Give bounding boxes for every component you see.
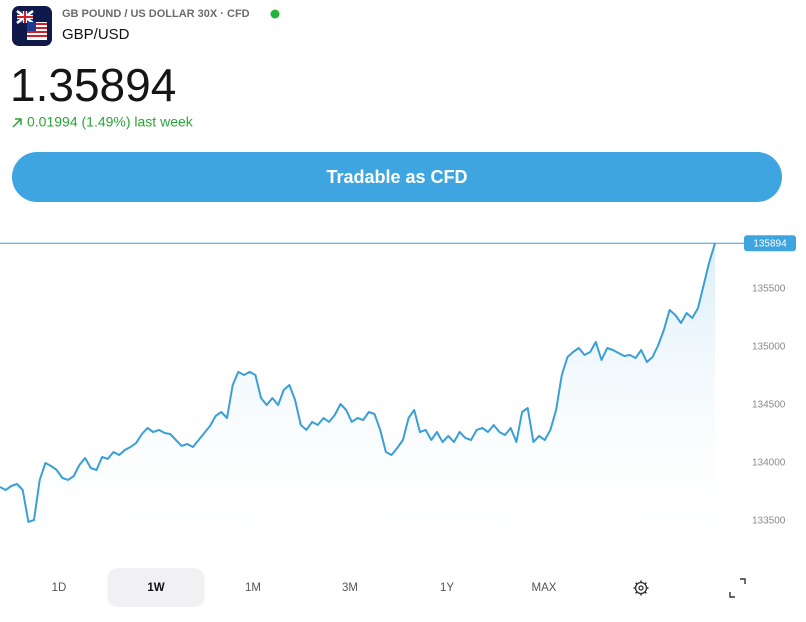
logo (12, 6, 52, 46)
range-tab[interactable]: 3M (342, 582, 358, 594)
settings-icon[interactable] (633, 580, 649, 596)
range-tab[interactable]: 1D (52, 582, 67, 594)
fullscreen-icon[interactable] (729, 578, 746, 598)
up-arrow (12, 118, 22, 128)
y-tick-label: 135500 (752, 284, 786, 295)
button-label[interactable]: Tradable as CFD (326, 167, 467, 187)
cfd-button[interactable]: Tradable as CFD (12, 152, 782, 202)
current-price-label: 135894 (753, 238, 787, 249)
y-tick-label: 134500 (752, 400, 786, 411)
range-tab[interactable]: 1Y (440, 582, 454, 594)
price-line (0, 243, 716, 523)
active-tab-bg (107, 568, 205, 607)
tabs: 1D 1W 1M 3M 1Y MAX (52, 582, 557, 594)
area-fill (0, 243, 715, 561)
status-dot (270, 9, 280, 19)
y-tick-label: 134000 (752, 458, 786, 469)
y-tick-label: 135000 (752, 342, 786, 353)
current-price-tag (744, 235, 796, 252)
y-tick-label: 133500 (752, 516, 786, 527)
range-tab[interactable]: MAX (532, 582, 557, 594)
chart: 133500 134000 134500 135000 135500 135894 (0, 235, 796, 561)
instrument-title: GB POUND / US DOLLAR 30X · CFD (62, 8, 250, 20)
range-tab[interactable]: 1W (147, 582, 164, 594)
price: 1.35894 (10, 59, 176, 111)
symbol: GBP/USD (62, 26, 130, 43)
price-change: 0.01994 (1.49%) last week (27, 114, 194, 130)
range-tab[interactable]: 1M (245, 582, 261, 594)
button-bg[interactable] (12, 152, 782, 202)
